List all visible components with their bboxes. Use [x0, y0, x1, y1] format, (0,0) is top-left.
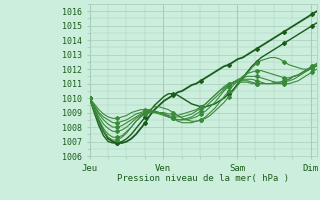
X-axis label: Pression niveau de la mer( hPa ): Pression niveau de la mer( hPa ) [117, 174, 289, 183]
